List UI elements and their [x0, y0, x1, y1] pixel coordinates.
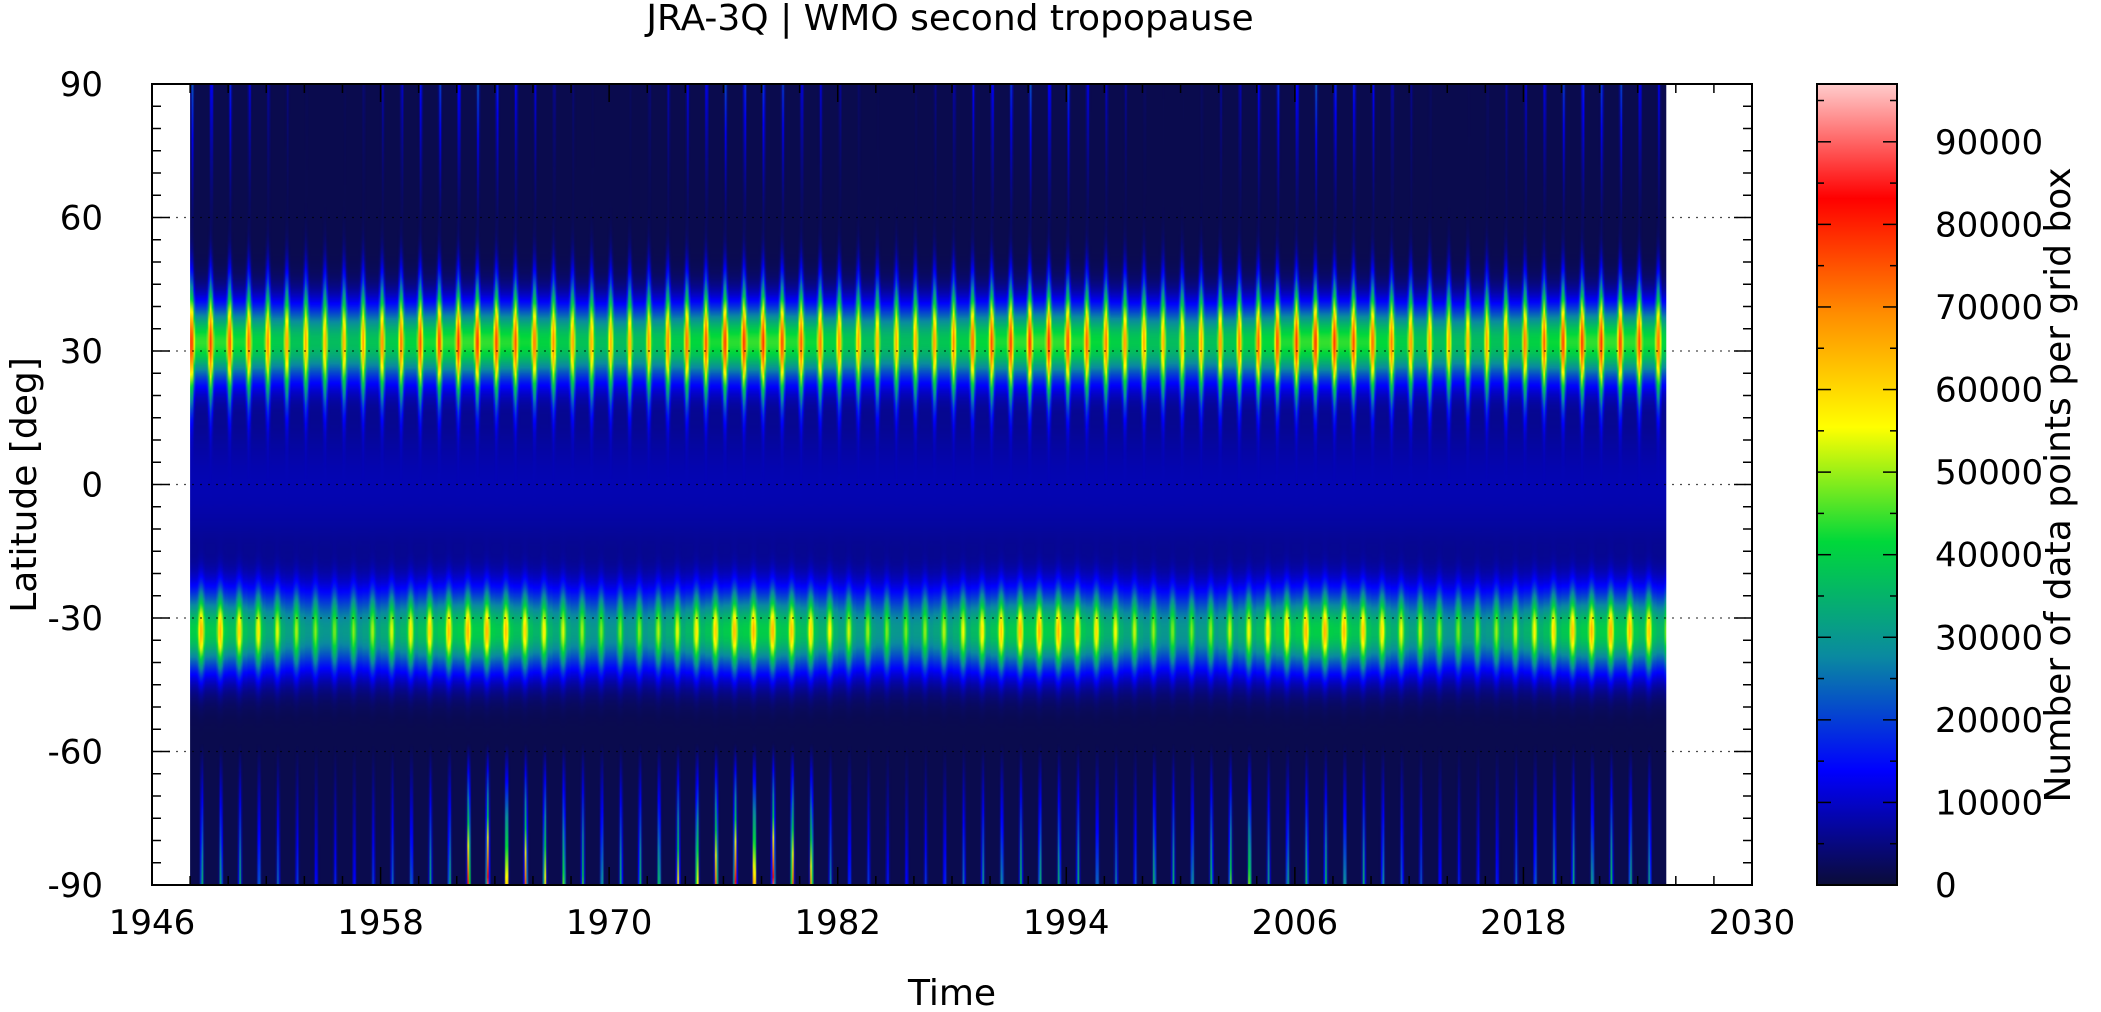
- x-axis-ticks: [151, 84, 1753, 885]
- y-tick-label: 60: [60, 199, 103, 239]
- colorbar-tick-label: 20000: [1935, 701, 2043, 741]
- x-axis-label: Time: [907, 973, 996, 1012]
- x-tick-label: 1994: [1023, 903, 1110, 943]
- colorbar-tick-label: 10000: [1935, 783, 2043, 823]
- x-tick-label: 1946: [109, 903, 196, 943]
- y-tick-label: -90: [47, 866, 103, 906]
- x-tick-label: 1958: [337, 903, 424, 943]
- colorbar-tick-label: 80000: [1935, 205, 2043, 245]
- y-tick-label: 30: [60, 332, 103, 372]
- colorbar-tick-labels: 0 10000 20000 30000 40000 50000 60000 70000 8000…: [1935, 123, 2043, 906]
- colorbar-tick-label: 50000: [1935, 453, 2043, 493]
- colorbar-tick-label: 90000: [1935, 123, 2043, 163]
- chart-title: JRA-3Q | WMO second tropopause: [644, 0, 1253, 39]
- colorbar-tick-label: 70000: [1935, 288, 2043, 328]
- colorbar: [1816, 83, 1898, 886]
- colorbar-tick-label: 0: [1935, 866, 1957, 906]
- x-axis-tick-labels: 1946 1958 1970 1982 1994 2006 2018 2030: [109, 903, 1796, 943]
- x-tick-label: 2006: [1252, 903, 1339, 943]
- x-tick-label: 2018: [1480, 903, 1567, 943]
- x-tick-label: 2030: [1709, 903, 1796, 943]
- latitude-gridlines: [152, 216, 1752, 753]
- y-axis-ticks: [152, 83, 1752, 886]
- y-tick-label: -60: [47, 733, 103, 773]
- colorbar-tick-label: 30000: [1935, 618, 2043, 658]
- y-axis-label: Latitude [deg]: [4, 357, 45, 613]
- y-axis-tick-labels: -90 -60 -30 0 30 60 90: [47, 65, 103, 906]
- y-tick-label: 90: [60, 65, 103, 105]
- colorbar-label: Number of data points per grid box: [2038, 167, 2079, 802]
- y-tick-label: -30: [47, 599, 103, 639]
- colorbar-tick-label: 40000: [1935, 536, 2043, 576]
- colorbar-tick-label: 60000: [1935, 371, 2043, 411]
- x-tick-label: 1970: [566, 903, 653, 943]
- y-tick-label: 0: [81, 466, 103, 506]
- x-tick-label: 1982: [794, 903, 881, 943]
- colorbar-ticks: [1817, 99, 1897, 886]
